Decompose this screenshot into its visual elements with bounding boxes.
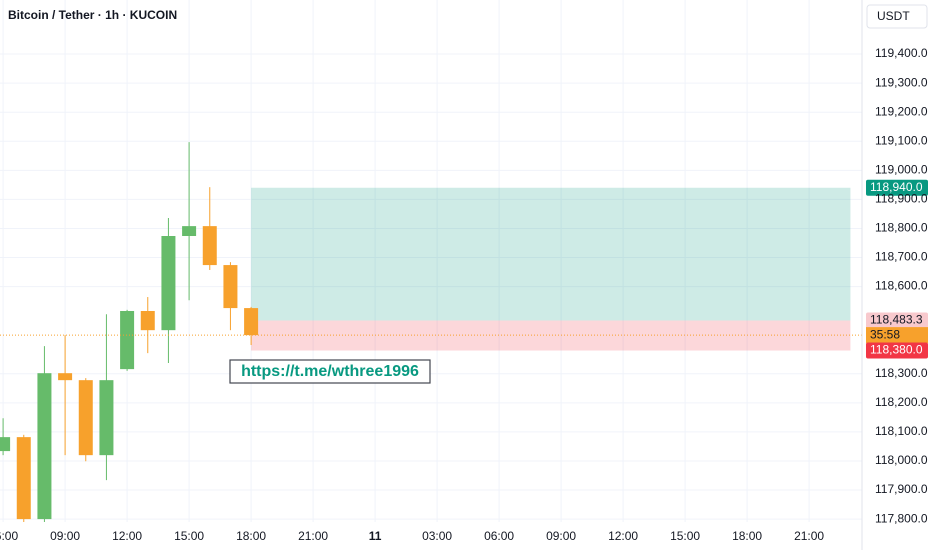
y-tick-label: 119,000.0 bbox=[875, 162, 928, 176]
candle-body bbox=[78, 380, 93, 456]
y-tick-label: 118,900.0 bbox=[875, 192, 928, 206]
grid bbox=[0, 0, 862, 522]
stop-zone bbox=[251, 320, 851, 351]
y-tick-label: 117,900.0 bbox=[875, 482, 928, 496]
y-tick-label: 117,800.0 bbox=[875, 511, 928, 525]
candle-body bbox=[202, 226, 217, 266]
x-tick-label: 09:00 bbox=[546, 529, 576, 543]
y-tick-label: 118,100.0 bbox=[875, 424, 928, 438]
stop-tag bbox=[866, 342, 928, 359]
stop-label: 118,380.0 bbox=[870, 343, 923, 357]
y-tick-label: 118,200.0 bbox=[875, 395, 928, 409]
annotation-box bbox=[229, 359, 431, 384]
y-tick-label: 118,800.0 bbox=[875, 221, 928, 235]
y-tick-label: 118,300.0 bbox=[875, 366, 928, 380]
y-tick-label: 118,700.0 bbox=[875, 250, 928, 264]
chart-title: Bitcoin / Tether · 1h · KUCOIN bbox=[8, 8, 177, 22]
currency-box[interactable] bbox=[866, 4, 928, 29]
x-tick-label: 11 bbox=[369, 529, 382, 543]
x-tick-label: 15:00 bbox=[174, 529, 204, 543]
x-tick-label: 06:00 bbox=[0, 529, 18, 543]
entry-tag bbox=[866, 312, 928, 329]
x-tick-label: 18:00 bbox=[236, 529, 266, 543]
candle-body bbox=[37, 373, 52, 520]
candles bbox=[0, 142, 862, 522]
target-tag bbox=[866, 179, 928, 196]
candle-body bbox=[182, 226, 197, 237]
x-tick-label: 18:00 bbox=[732, 529, 762, 543]
candle-body bbox=[16, 437, 31, 520]
x-tick-label: 21:00 bbox=[298, 529, 328, 543]
x-tick-label: 09:00 bbox=[50, 529, 80, 543]
x-tick-label: 12:00 bbox=[608, 529, 638, 543]
x-tick-label: 03:00 bbox=[422, 529, 452, 543]
y-tick-label: 118,600.0 bbox=[875, 279, 928, 293]
candle-body bbox=[244, 308, 259, 336]
countdown: 35:58 bbox=[870, 327, 900, 341]
x-tick-label: 06:00 bbox=[484, 529, 514, 543]
currency: USDT bbox=[877, 9, 910, 23]
candle-body bbox=[58, 373, 73, 381]
countdown-tag bbox=[866, 327, 928, 344]
candle-body bbox=[223, 265, 238, 309]
price-tags: 118,940.0 118,483.335:58 118,380.0 bbox=[866, 179, 928, 359]
y-tick-label: 119,200.0 bbox=[875, 104, 928, 118]
candle-body bbox=[140, 310, 155, 331]
y-tick-label: 119,300.0 bbox=[875, 75, 928, 89]
position-tool bbox=[251, 187, 851, 351]
annotation: https://t.me/wthree1996 bbox=[241, 363, 419, 380]
target-zone bbox=[251, 187, 851, 321]
entry-label: 118,483.3 bbox=[870, 313, 923, 327]
candle-body bbox=[99, 380, 114, 456]
x-tick-label: 15:00 bbox=[670, 529, 700, 543]
y-tick-label: 118,000.0 bbox=[875, 453, 928, 467]
candle-body bbox=[120, 310, 135, 370]
y-tick-label: 119,100.0 bbox=[875, 133, 928, 147]
y-tick-label: 119,400.0 bbox=[875, 46, 928, 60]
x-tick-label: 12:00 bbox=[112, 529, 142, 543]
candle-body bbox=[0, 437, 11, 452]
candle-body bbox=[161, 236, 176, 331]
target-label: 118,940.0 bbox=[870, 180, 923, 194]
x-tick-label: 21:00 bbox=[794, 529, 824, 543]
